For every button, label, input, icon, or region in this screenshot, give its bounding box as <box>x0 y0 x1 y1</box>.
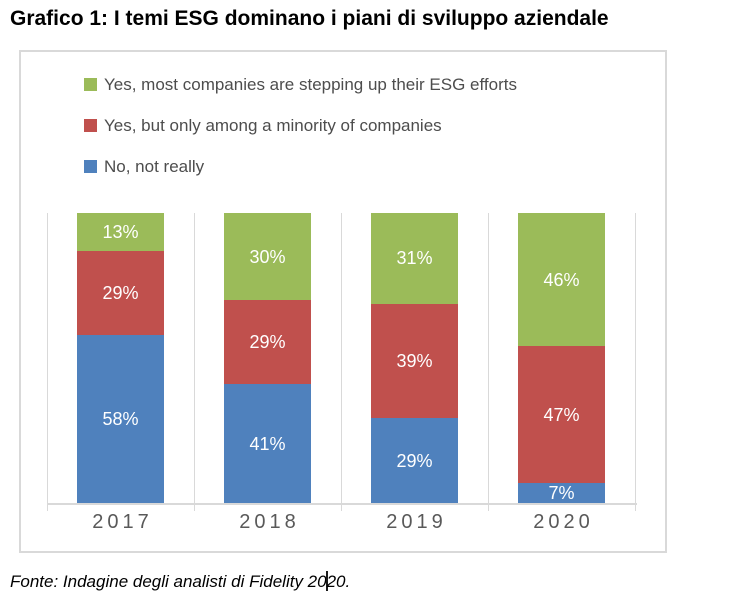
legend-item-label: Yes, but only among a minority of compan… <box>104 115 442 135</box>
stacked-bar-2018: 30% 29% 41% <box>224 213 311 503</box>
legend-item-2: No, not really <box>84 156 517 176</box>
bar-segment: 58% <box>77 334 164 503</box>
source-note: Fonte: Indagine degli analisti di Fideli… <box>10 571 350 592</box>
bar-segment: 29% <box>224 300 311 385</box>
chart-frame: Yes, most companies are stepping up thei… <box>19 50 667 553</box>
category-label-2020: 2020 <box>533 511 594 533</box>
category-gridline <box>341 213 342 511</box>
legend-swatch-icon <box>84 78 97 91</box>
data-label: 30% <box>249 246 286 267</box>
bar-segment: 13% <box>77 213 164 251</box>
data-label: 47% <box>543 404 580 425</box>
data-label: 41% <box>249 433 286 454</box>
bar-segment: 47% <box>518 346 605 483</box>
chart-title: Grafico 1: I temi ESG dominano i piani d… <box>10 7 609 30</box>
bar-segment: 7% <box>518 482 605 503</box>
bar-segment: 29% <box>371 418 458 503</box>
legend-item-label: Yes, most companies are stepping up thei… <box>104 74 517 94</box>
bar-segment: 30% <box>224 213 311 300</box>
x-axis-line <box>47 503 637 505</box>
data-label: 29% <box>396 450 433 471</box>
category-gridline <box>488 213 489 511</box>
category-label-2018: 2018 <box>239 511 300 533</box>
bar-segment: 39% <box>371 303 458 419</box>
legend-swatch-icon <box>84 160 97 173</box>
bar-segment: 41% <box>224 384 311 503</box>
bar-segment: 46% <box>518 213 605 347</box>
data-label: 29% <box>249 332 286 353</box>
text-cursor <box>325 571 328 591</box>
stacked-bar-2019: 31% 39% 29% <box>371 213 458 503</box>
legend-item-label: No, not really <box>104 156 205 176</box>
chart-legend: Yes, most companies are stepping up thei… <box>84 74 517 199</box>
legend-item-1: Yes, but only among a minority of compan… <box>84 115 517 135</box>
source-text-after-cursor: 20. <box>326 572 351 591</box>
plot-area: 13% 29% 58% 30% 29% 41% 31% 39% 29% 46% 47% 7% <box>47 213 637 511</box>
legend-swatch-icon <box>84 119 97 132</box>
category-gridline <box>47 213 48 511</box>
bar-segment: 31% <box>371 213 458 304</box>
category-label-2019: 2019 <box>386 511 447 533</box>
category-gridline <box>635 213 636 511</box>
bar-segment: 29% <box>77 250 164 335</box>
data-label: 31% <box>396 248 433 269</box>
source-text-before-cursor: Fonte: Indagine degli analisti di Fideli… <box>10 572 327 591</box>
category-label-2017: 2017 <box>92 511 153 533</box>
stacked-bar-2020: 46% 47% 7% <box>518 213 605 503</box>
category-gridline <box>194 213 195 511</box>
data-label: 58% <box>102 408 139 429</box>
stacked-bar-2017: 13% 29% 58% <box>77 213 164 503</box>
data-label: 29% <box>102 282 139 303</box>
data-label: 39% <box>396 350 433 371</box>
legend-item-0: Yes, most companies are stepping up thei… <box>84 74 517 94</box>
category-axis-labels: 2017 2018 2019 2020 <box>47 511 635 537</box>
data-label: 13% <box>102 221 139 242</box>
data-label: 46% <box>543 269 580 290</box>
data-label: 7% <box>548 482 575 503</box>
